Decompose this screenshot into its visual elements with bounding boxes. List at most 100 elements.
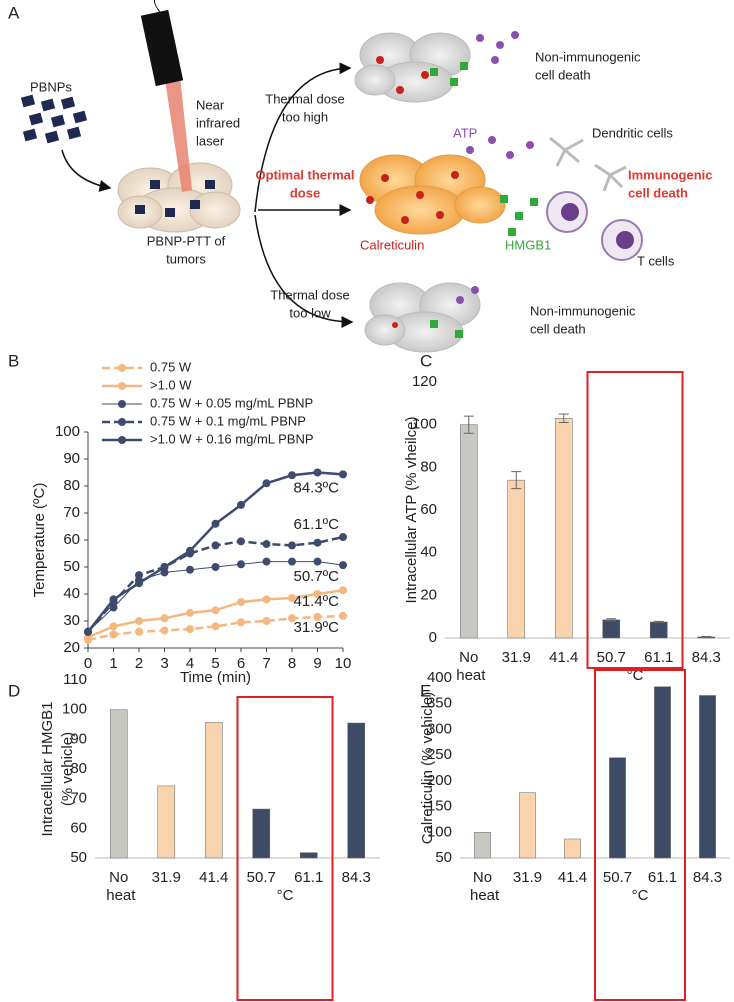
y-tick-label: 110 — [63, 671, 87, 688]
y-tick-label: 90 — [70, 730, 87, 747]
point — [237, 560, 245, 569]
point — [186, 608, 194, 617]
annotation: 50.7ºC — [293, 568, 339, 585]
error-bar — [558, 413, 569, 424]
label: cell death — [628, 185, 688, 200]
point — [135, 571, 143, 580]
highlight-box — [236, 696, 334, 1001]
point — [313, 468, 322, 477]
y-tick-label: 120 — [412, 373, 437, 390]
point — [211, 606, 220, 615]
y-tick-label: 20 — [63, 639, 80, 656]
bar — [459, 424, 478, 639]
label: Immunogenic — [628, 167, 713, 182]
y-axis-label: Intracellular HMGB1 — [39, 701, 56, 836]
panel-label: A — [8, 3, 20, 22]
point — [262, 479, 271, 488]
y-tick-label: 40 — [63, 585, 80, 602]
y-tick-label: 50 — [435, 849, 452, 866]
label: Non-immunogenic — [535, 49, 641, 64]
bar — [609, 757, 626, 859]
bar — [602, 619, 621, 639]
panel-label: B — [8, 351, 19, 370]
panel-label: C — [420, 351, 432, 370]
point — [288, 557, 296, 566]
x-unit: °C — [632, 887, 649, 904]
point — [237, 598, 245, 607]
point — [339, 561, 347, 570]
x-tick-label: 7 — [262, 655, 270, 672]
x-tick-label: 50.7 — [247, 869, 276, 886]
bar — [507, 479, 526, 639]
x-tick-label: 8 — [288, 655, 296, 672]
point — [313, 557, 322, 566]
point — [339, 470, 347, 479]
bar — [649, 621, 668, 639]
y-tick-label: 90 — [63, 450, 80, 467]
label: PBNP-PTT of — [147, 233, 226, 248]
point — [313, 612, 322, 621]
y-tick-label: 20 — [420, 586, 437, 603]
point — [135, 627, 143, 636]
y-tick-label: 50 — [63, 558, 80, 575]
bar — [299, 852, 318, 859]
label: Calreticulin — [360, 237, 424, 252]
point — [237, 500, 245, 509]
legend-label: >1.0 W — [150, 377, 192, 392]
y-tick-label: 50 — [70, 849, 87, 866]
label: Dendritic cells — [592, 125, 673, 140]
bar — [519, 792, 536, 859]
point — [262, 540, 271, 549]
x-tick-label: 5 — [211, 655, 219, 672]
point — [288, 541, 296, 550]
x-tick-label: 84.3 — [693, 869, 722, 886]
x-tick-label: No heat — [102, 869, 136, 904]
label: Optimal thermal — [256, 167, 355, 182]
panel-label: E — [420, 681, 431, 700]
annotation: 84.3ºC — [293, 479, 339, 496]
x-tick-label: 61.1 — [644, 649, 673, 666]
label: T cells — [637, 253, 675, 268]
legend-label: 0.75 W — [150, 359, 192, 374]
label: Near — [196, 97, 225, 112]
y-tick-label: 150 — [427, 798, 452, 815]
y-tick-label: 300 — [427, 720, 452, 737]
y-tick-label: 250 — [427, 746, 452, 763]
x-tick-label: 41.4 — [558, 869, 587, 886]
bar — [204, 722, 223, 859]
y-axis-label: (% vehicle) — [59, 732, 76, 806]
point — [339, 611, 347, 620]
highlight-box — [586, 371, 684, 669]
bar — [157, 785, 176, 859]
x-tick-label: 6 — [237, 655, 245, 672]
label: Thermal dose — [265, 91, 344, 106]
x-tick-label: 61.1 — [648, 869, 677, 886]
x-unit: °C — [627, 667, 644, 684]
y-tick-label: 100 — [55, 423, 80, 440]
legend-label: 0.75 W + 0.05 mg/mL PBNP — [150, 395, 313, 410]
label: HMGB1 — [505, 237, 551, 252]
legend-marker — [118, 364, 126, 372]
point — [160, 614, 169, 623]
label: dose — [290, 185, 320, 200]
y-tick-label: 80 — [63, 477, 80, 494]
y-tick-label: 100 — [62, 701, 87, 718]
legend-label: 0.75 W + 0.1 mg/mL PBNP — [150, 413, 306, 428]
point — [313, 538, 322, 547]
error-bar — [463, 415, 474, 434]
y-tick-label: 60 — [70, 819, 87, 836]
legend-marker — [118, 436, 126, 444]
label: laser — [196, 133, 225, 148]
x-tick-label: 31.9 — [152, 869, 181, 886]
x-tick-label: 4 — [186, 655, 194, 672]
y-tick-label: 60 — [63, 531, 80, 548]
x-tick-label: 41.4 — [549, 649, 578, 666]
point — [211, 519, 220, 528]
label: ATP — [453, 125, 477, 140]
x-tick-label: 41.4 — [199, 869, 228, 886]
x-tick-label: 61.1 — [294, 869, 323, 886]
y-axis-label: Temperature (ºC) — [31, 483, 48, 598]
y-axis-label: Intracellular ATP (% vheilce) — [403, 416, 420, 603]
label: too high — [282, 109, 328, 124]
point — [186, 565, 194, 574]
